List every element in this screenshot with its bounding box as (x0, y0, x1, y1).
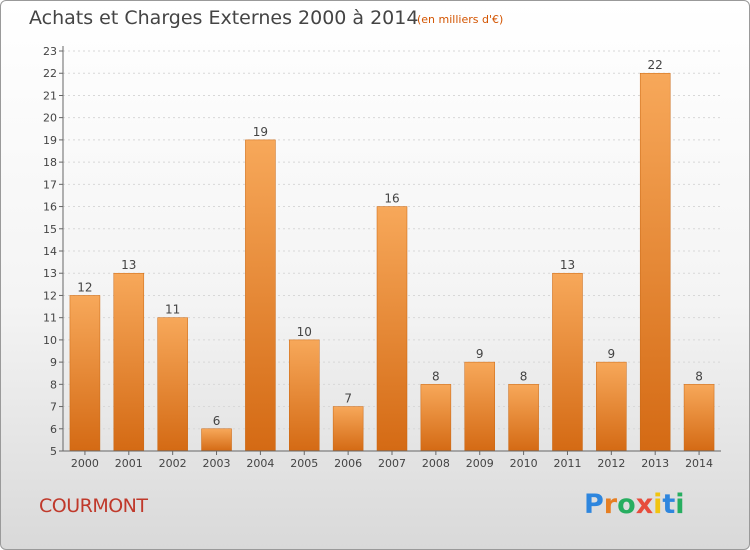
x-tick-label: 2000 (71, 457, 99, 470)
bar-value-label: 6 (213, 414, 221, 428)
x-tick-label: 2004 (246, 457, 274, 470)
proxiti-logo: Proxiti (584, 489, 685, 520)
y-tick-label: 22 (43, 67, 57, 80)
bar-value-label: 9 (608, 347, 616, 361)
logo-letter: x (635, 489, 654, 520)
bar-value-label: 8 (520, 369, 528, 383)
x-tick-label: 2009 (466, 457, 494, 470)
bar-value-label: 7 (344, 392, 352, 406)
x-tick-label: 2014 (685, 457, 713, 470)
y-tick-label: 16 (43, 201, 57, 214)
x-tick-label: 2012 (597, 457, 625, 470)
bar-value-label: 10 (297, 325, 312, 339)
bar-value-label: 13 (121, 258, 136, 272)
x-tick-label: 2003 (203, 457, 231, 470)
y-tick-label: 5 (50, 445, 57, 458)
bar-value-label: 13 (560, 258, 575, 272)
y-tick-label: 19 (43, 134, 57, 147)
y-tick-label: 23 (43, 45, 57, 58)
y-tick-label: 18 (43, 156, 57, 169)
y-tick-label: 6 (50, 423, 57, 436)
bar-2005 (289, 339, 320, 452)
bar-2008 (420, 384, 452, 452)
bar-value-label: 9 (476, 347, 484, 361)
bar-2010 (508, 384, 539, 452)
chart-title: Achats et Charges Externes 2000 à 2014 (29, 7, 419, 29)
bar-2002 (157, 317, 188, 452)
bar-value-label: 19 (253, 125, 268, 139)
bar-2007 (376, 206, 408, 452)
logo-letter: t (662, 489, 676, 520)
bar-value-label: 22 (648, 58, 663, 72)
y-tick-label: 17 (43, 178, 57, 191)
y-tick-label: 20 (43, 112, 57, 125)
bar-2009 (464, 361, 495, 452)
logo-letter: P (584, 489, 604, 520)
bar-2014 (683, 384, 715, 452)
logo-letter: r (603, 489, 618, 520)
x-tick-label: 2005 (290, 457, 318, 470)
bar-2011 (552, 272, 583, 452)
bar-2013 (639, 72, 671, 452)
y-tick-label: 12 (43, 289, 57, 302)
bar-2004 (245, 139, 276, 452)
y-tick-label: 13 (43, 267, 57, 280)
x-tick-label: 2010 (510, 457, 538, 470)
logo-letter: o (617, 489, 636, 520)
y-tick-label: 10 (43, 334, 57, 347)
y-tick-label: 15 (43, 223, 57, 236)
bar-value-label: 16 (384, 192, 399, 206)
x-tick-label: 2008 (422, 457, 450, 470)
y-tick-label: 11 (43, 312, 57, 325)
location-name: COURMONT (39, 495, 148, 517)
bar-2012 (596, 361, 627, 452)
x-tick-label: 2013 (641, 457, 669, 470)
bar-2001 (113, 272, 145, 452)
bar-2003 (201, 428, 232, 452)
chart-subtitle: (en milliers d'€) (417, 13, 504, 26)
x-tick-label: 2002 (159, 457, 187, 470)
y-tick-label: 8 (50, 378, 57, 391)
x-tick-label: 2001 (115, 457, 143, 470)
logo-letter: i (675, 489, 685, 520)
x-tick-label: 2006 (334, 457, 362, 470)
bar-2000 (69, 295, 101, 452)
y-tick-label: 9 (50, 356, 57, 369)
bar-value-label: 12 (77, 280, 92, 294)
y-tick-label: 21 (43, 89, 57, 102)
bar-2006 (332, 406, 364, 452)
x-tick-label: 2011 (553, 457, 581, 470)
logo-letter: i (653, 489, 663, 520)
x-tick-label: 2007 (378, 457, 406, 470)
bar-value-label: 8 (432, 369, 440, 383)
y-tick-label: 7 (50, 401, 57, 414)
bar-value-label: 8 (695, 369, 703, 383)
y-tick-label: 14 (43, 245, 57, 258)
bar-value-label: 11 (165, 303, 180, 317)
